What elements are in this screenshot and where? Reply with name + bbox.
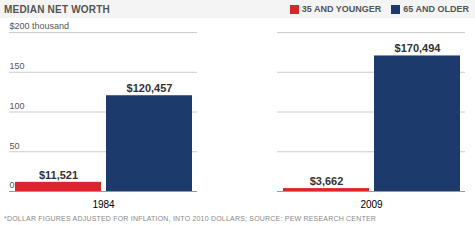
svg-text:$170,494: $170,494 [395,42,442,54]
svg-text:0: 0 [10,180,15,190]
svg-text:2009: 2009 [360,199,383,210]
svg-text:100: 100 [10,101,25,111]
html-text:*DOLLAR FIGURES ADJUSTED FOR I: *DOLLAR FIGURES ADJUSTED FOR INFLATION, … [4,215,377,222]
svg-text:$120,457: $120,457 [127,82,173,94]
svg-text:50: 50 [10,141,20,151]
svg-text:$200 thousand: $200 thousand [10,21,70,31]
svg-text:150: 150 [10,61,25,71]
html-text:MEDIAN NET WORTH: MEDIAN NET WORTH [4,3,110,15]
svg-text:$11,521: $11,521 [39,169,78,181]
html-text:65 AND OLDER: 65 AND OLDER [403,4,469,14]
svg-text:1984: 1984 [92,199,115,210]
html-text:35 AND YOUNGER: 35 AND YOUNGER [301,4,382,14]
svg-text:$3,662: $3,662 [310,175,344,187]
